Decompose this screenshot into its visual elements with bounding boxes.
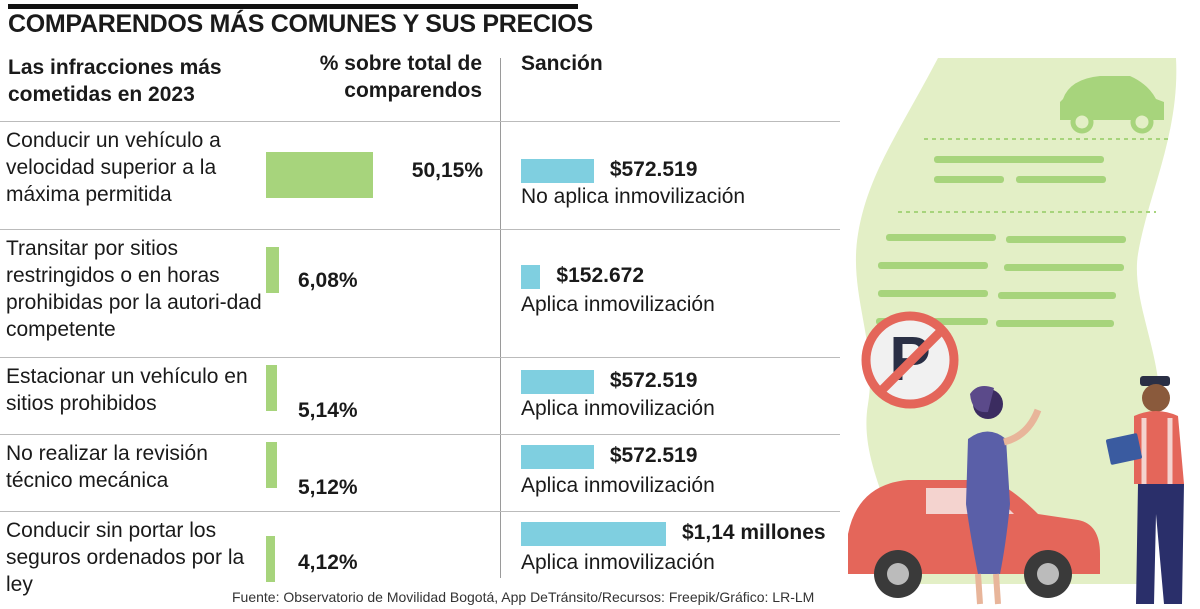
sanction-bar bbox=[521, 159, 594, 183]
sanction-price: $572.519 bbox=[609, 369, 698, 392]
table-row: Transitar por sitios restringidos o en h… bbox=[0, 229, 840, 357]
sanction-price: $572.519 bbox=[609, 444, 698, 467]
immobilization-note: Aplica inmovilización bbox=[521, 474, 715, 497]
sanction-bar bbox=[521, 445, 594, 469]
sanction-price: $572.519 bbox=[609, 158, 698, 181]
percent-label: 6,08% bbox=[298, 269, 358, 292]
infraction-label: Transitar por sitios restringidos o en h… bbox=[6, 237, 262, 341]
immobilization-note: No aplica inmovilización bbox=[521, 185, 746, 208]
no-parking-sign-icon: P bbox=[861, 311, 959, 409]
sanction-bar bbox=[521, 370, 594, 394]
row-divider bbox=[0, 511, 840, 512]
percent-bar bbox=[266, 442, 277, 488]
infraction-label: Conducir sin portar los seguros ordenado… bbox=[6, 519, 245, 596]
percent-label: 50,15% bbox=[411, 159, 483, 182]
percent-label: 5,12% bbox=[298, 476, 358, 499]
car-icon bbox=[1060, 76, 1164, 134]
header-sanction: Sanción bbox=[521, 52, 603, 75]
table-row: Conducir un vehículo a velocidad superio… bbox=[0, 121, 840, 229]
percent-label: 5,14% bbox=[298, 399, 358, 422]
traffic-officer-figure-icon bbox=[1106, 376, 1184, 604]
sanction-price: $1,14 millones bbox=[682, 521, 826, 544]
infraction-label: Estacionar un vehículo en sitios prohibi… bbox=[6, 365, 248, 415]
header-infraction: Las infracciones más cometidas en 2023 bbox=[8, 56, 222, 106]
chart-title: COMPARENDOS MÁS COMUNES Y SUS PRECIOS bbox=[8, 10, 593, 38]
immobilization-note: Aplica inmovilización bbox=[521, 293, 715, 316]
sanction-price: $152.672 bbox=[556, 264, 644, 287]
infraction-label: No realizar la revisión técnico mecánica bbox=[6, 442, 208, 492]
title-rule bbox=[8, 4, 578, 9]
percent-bar bbox=[266, 152, 373, 198]
percent-label: 4,12% bbox=[298, 551, 358, 574]
infraction-label: Conducir un vehículo a velocidad superio… bbox=[6, 129, 221, 206]
traffic-ticket-paper-icon bbox=[855, 58, 1177, 584]
immobilization-note: Aplica inmovilización bbox=[521, 551, 715, 574]
row-divider bbox=[0, 229, 840, 230]
row-divider bbox=[0, 434, 840, 435]
woman-figure-icon bbox=[966, 386, 1042, 605]
table-row: No realizar la revisión técnico mecánica… bbox=[0, 434, 840, 511]
table-row: Estacionar un vehículo en sitios prohibi… bbox=[0, 357, 840, 434]
percent-bar bbox=[266, 536, 275, 582]
sanction-bar bbox=[521, 265, 541, 289]
column-divider bbox=[500, 58, 501, 578]
source-note: Fuente: Observatorio de Movilidad Bogotá… bbox=[232, 589, 815, 605]
row-divider bbox=[0, 121, 840, 122]
table-row: Conducir sin portar los seguros ordenado… bbox=[0, 511, 840, 601]
ticket-illustration: P bbox=[848, 58, 1184, 605]
percent-bar bbox=[266, 365, 277, 411]
row-divider bbox=[0, 357, 840, 358]
sanction-bar bbox=[521, 522, 666, 546]
percent-bar bbox=[266, 247, 279, 293]
immobilization-note: Aplica inmovilización bbox=[521, 397, 715, 420]
header-percent: % sobre total de comparendos bbox=[319, 52, 482, 102]
